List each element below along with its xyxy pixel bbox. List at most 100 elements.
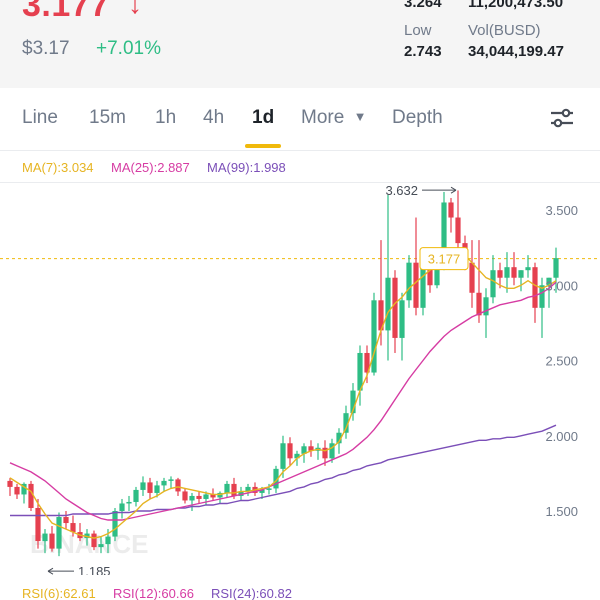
max-price-label: 3.632 <box>385 183 418 198</box>
ma7-legend: MA(7):3.034 <box>22 160 94 175</box>
candle-body <box>525 267 531 271</box>
ma99-line <box>10 424 557 517</box>
candle-body <box>483 297 489 316</box>
arrow-down-icon: ↓ <box>128 0 142 19</box>
candle-body <box>287 443 293 459</box>
candle-body <box>378 300 384 331</box>
last-price-tag-label: 3.177 <box>428 252 461 267</box>
candle-body <box>553 258 559 278</box>
candle-body <box>420 262 426 308</box>
candle-body <box>175 479 181 492</box>
candle-body <box>147 482 153 493</box>
vol-busd-value: 34,044,199.47 <box>468 43 564 60</box>
candle-body <box>539 285 545 308</box>
last-price-tag <box>419 247 469 271</box>
ma99-legend: MA(99):1.998 <box>207 160 286 175</box>
rsi12-legend: RSI(12):60.66 <box>113 586 194 600</box>
candle-body <box>105 536 111 545</box>
tab-depth[interactable]: Depth <box>392 107 443 128</box>
candle-body <box>511 267 517 278</box>
candle-body <box>112 511 118 537</box>
candle-body <box>518 270 524 278</box>
candle-body <box>49 533 55 549</box>
y-tick-label: 3.500 <box>545 203 578 218</box>
candle-body <box>546 277 552 286</box>
y-tick-label: 1.500 <box>545 504 578 519</box>
tab-4h[interactable]: 4h <box>203 107 225 128</box>
price-usd: $3.17 <box>22 38 70 59</box>
ma25-line <box>9 281 557 521</box>
candle-body <box>476 292 482 316</box>
candle-body <box>126 501 132 504</box>
low-label: Low <box>404 22 432 39</box>
tab-15m[interactable]: 15m <box>89 107 126 128</box>
candle-body <box>532 267 538 308</box>
rsi24-legend: RSI(24):60.82 <box>211 586 292 600</box>
candle-body <box>350 390 356 414</box>
vol-busd-label: Vol(BUSD) <box>468 22 541 39</box>
legend-divider <box>0 182 600 183</box>
active-tab-indicator <box>245 144 281 148</box>
candle-body <box>448 202 454 218</box>
candle-body <box>182 491 188 501</box>
candle-body <box>469 262 475 293</box>
candle-body <box>364 352 370 373</box>
candle-body <box>245 486 251 492</box>
candlestick-chart[interactable]: BINANCE 3.500 3.000 2.500 2.000 1.500 3.632 1.1… <box>0 95 600 575</box>
candle-body <box>308 446 314 451</box>
tab-1d[interactable]: 1d <box>252 107 275 128</box>
watermark: BINANCE <box>30 529 148 559</box>
candle-body <box>490 270 496 298</box>
y-tick-label: 2.500 <box>545 354 578 369</box>
candle-body <box>56 517 62 549</box>
caret-down-icon: ▼ <box>353 109 367 124</box>
candle-body <box>266 488 272 490</box>
tab-1h[interactable]: 1h <box>155 107 177 128</box>
candle-body <box>63 517 69 524</box>
rsi6-legend: RSI(6):62.61 <box>22 586 96 600</box>
candle-body <box>217 492 223 498</box>
candle-body <box>392 277 398 338</box>
candle-body <box>371 300 377 373</box>
candle-body <box>168 479 174 481</box>
sliders-icon[interactable] <box>548 106 576 130</box>
candle-body <box>280 443 286 469</box>
candle-body <box>329 443 335 459</box>
candle-body <box>14 486 20 495</box>
candle-body <box>434 255 440 286</box>
candle-body <box>413 262 419 308</box>
candle-body <box>133 489 139 502</box>
min-arrow-head <box>47 567 54 575</box>
tab-more-label: More <box>301 107 345 128</box>
candle-body <box>273 468 279 489</box>
candle-body <box>259 489 265 493</box>
min-price-label: 1.185 <box>78 564 111 575</box>
candle-body <box>336 432 342 444</box>
candle-body <box>504 267 510 278</box>
candle-body <box>189 495 195 501</box>
candle-body <box>322 447 328 459</box>
candle-body <box>21 483 27 495</box>
interval-tabs: Line 15m 1h 4h 1d More ▼ Depth <box>0 88 600 148</box>
candle-body <box>399 300 405 338</box>
candle-body <box>35 507 41 542</box>
tab-line[interactable]: Line <box>22 107 58 128</box>
candle-body <box>42 533 48 542</box>
vol-coin-value: 11,200,473.50 <box>468 0 564 11</box>
ma7-line <box>9 251 557 539</box>
price-change-percent: +7.01% <box>96 38 161 59</box>
candle-body <box>231 483 237 496</box>
candle-body <box>343 413 349 433</box>
price-header: 3.177 ↓ $3.17 +7.01% 3.264 11,200,473.50… <box>0 0 600 88</box>
candle-body <box>161 480 167 486</box>
candle-body <box>91 533 97 548</box>
y-tick-label: 2.000 <box>545 429 578 444</box>
high-value: 3.264 <box>404 0 442 11</box>
candle-body <box>427 262 433 286</box>
ma25-legend: MA(25):2.887 <box>111 160 190 175</box>
candle-body <box>406 262 412 301</box>
candle-body <box>357 352 363 391</box>
tab-more[interactable]: More ▼ <box>301 107 366 129</box>
candle-body <box>119 503 125 511</box>
candle-body <box>70 523 76 533</box>
